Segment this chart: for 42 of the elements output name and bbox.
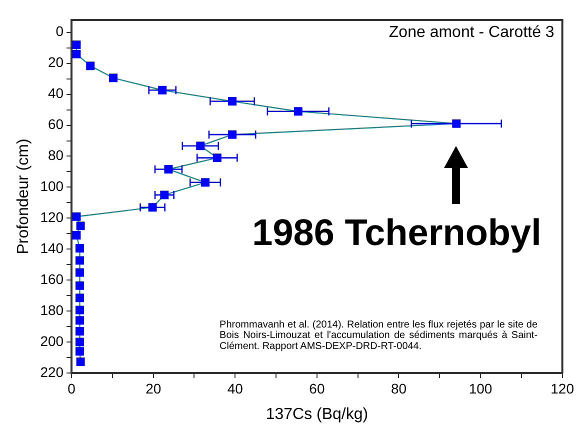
point [75, 256, 84, 265]
x-tick-label: 80 [390, 380, 407, 396]
x-tick-label: 100 [468, 380, 492, 396]
point [75, 244, 84, 252]
x-axis-title: 137Cs (Bq/kg) [266, 406, 368, 423]
point [76, 357, 85, 366]
x-tick-label: 120 [550, 380, 574, 396]
y-tick-label: 200 [40, 332, 64, 349]
y-tick-label: 60 [48, 116, 64, 132]
y-tick-label: 160 [40, 270, 64, 287]
annotation: Phrommavanh et al. (2014). Relation entre les flux rejetés par le site de Bois Noirs-Limouzat et l'accumulation de sédiments marqués à Saint-Clément. Rapport AMS-DEXP-DRD-RT-0044. [220, 318, 538, 352]
y-axis-title: Profondeur (cm) [15, 138, 32, 254]
y-tick-label: 40 [48, 85, 64, 102]
point [75, 306, 84, 314]
chart-title: Zone amont - Carotté 3 [388, 24, 554, 42]
annotation: 1986 Tchernobyl [251, 212, 542, 254]
y-tick-label: 0 [56, 23, 64, 40]
point [72, 50, 81, 58]
y-tick-label: 20 [48, 54, 64, 70]
point [75, 338, 84, 346]
point [72, 40, 81, 50]
x-tick-label: 60 [309, 380, 325, 396]
point [86, 62, 95, 70]
point [75, 316, 84, 325]
x-tick-label: 40 [227, 380, 244, 396]
y-tick-label: 100 [40, 178, 64, 194]
y-tick-label: 120 [40, 209, 64, 226]
x-tick-label: 20 [146, 380, 162, 396]
y-tick-label: 180 [40, 302, 64, 318]
y-tick-label: 80 [48, 147, 64, 164]
x-tick-label: 0 [68, 380, 76, 396]
point [75, 281, 84, 290]
point [75, 294, 84, 302]
point [109, 74, 118, 82]
point [76, 222, 85, 230]
y-tick-label: 140 [40, 240, 64, 256]
point [75, 347, 84, 356]
point [75, 268, 84, 277]
point [72, 212, 81, 221]
point [72, 230, 81, 240]
point [75, 326, 84, 336]
y-tick-label: 220 [40, 364, 64, 380]
